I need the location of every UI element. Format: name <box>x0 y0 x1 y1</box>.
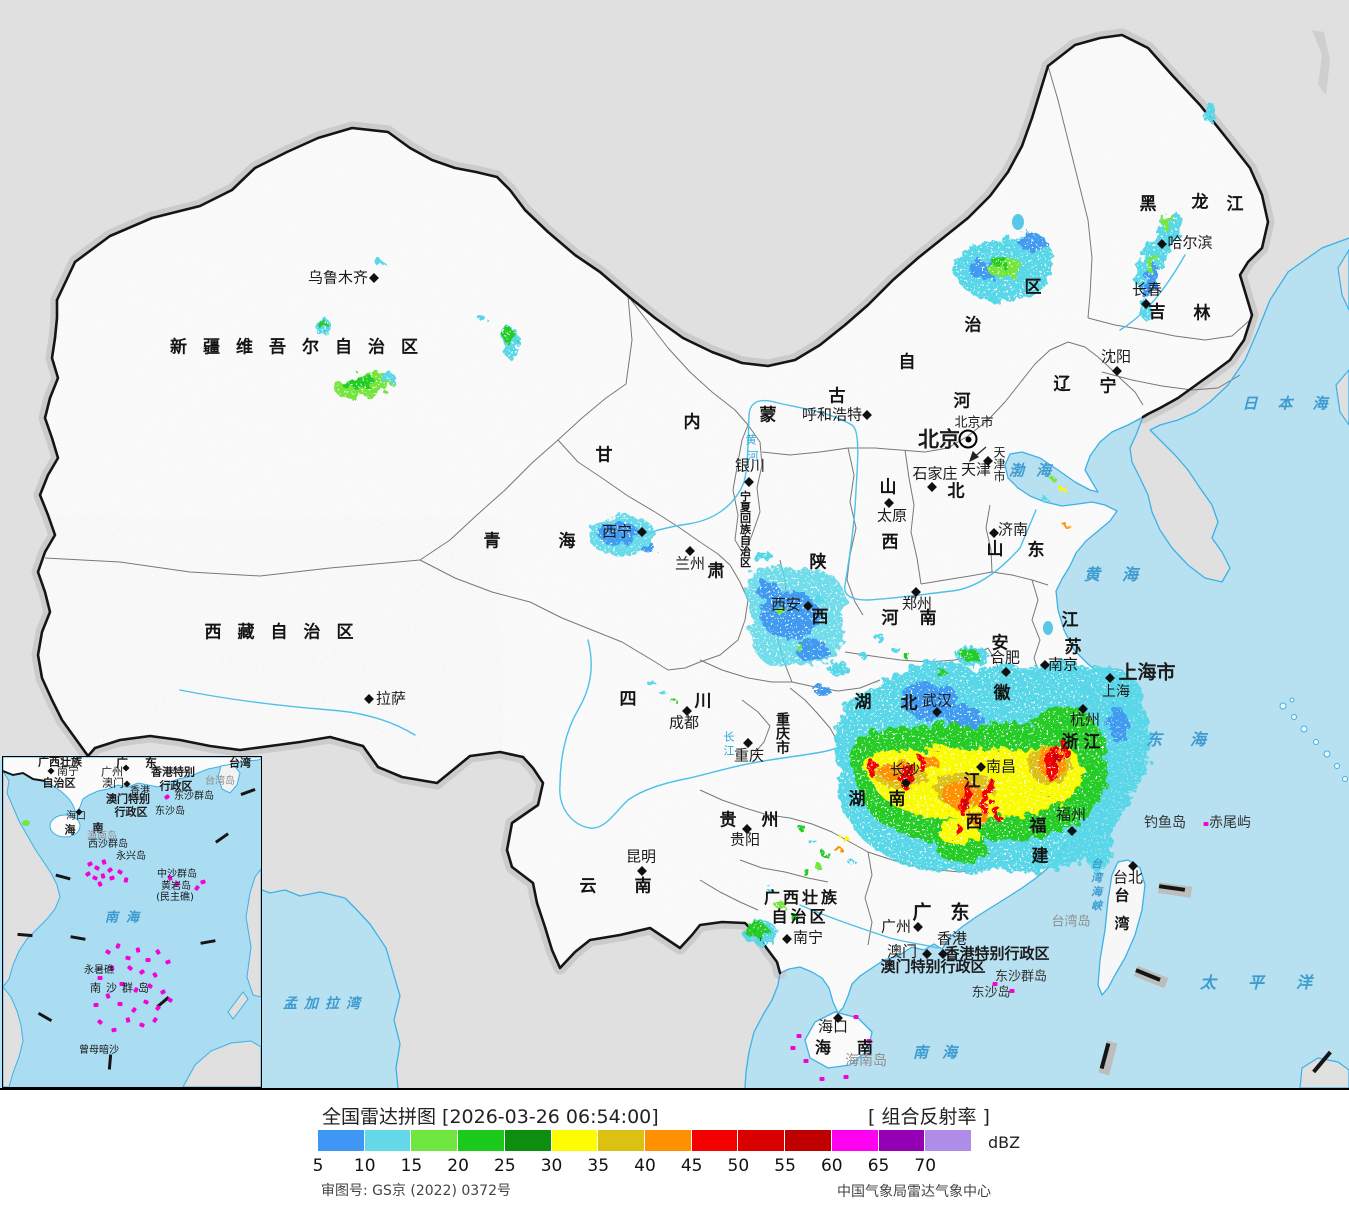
foreign-land-japan <box>1335 248 1349 427</box>
inset-palawan <box>227 991 249 1020</box>
data-source-credit: 中国气象局雷达气象中心 <box>837 1184 991 1200</box>
colorbar-cell <box>551 1130 598 1151</box>
dbz-tick: 55 <box>774 1156 796 1176</box>
bengal-coastline <box>261 889 401 1088</box>
inset-taiwan <box>217 763 241 794</box>
dbz-tick: 65 <box>867 1156 890 1176</box>
national-border-north <box>55 33 1270 419</box>
dbz-tick: 40 <box>634 1156 656 1176</box>
legend-panel: 全国雷达拼图 [2026-03-26 06:54:00] [ 组合反射率 ] d… <box>0 1090 1349 1208</box>
basemap-svg <box>0 0 1349 1088</box>
inset-vietnam <box>3 770 61 1087</box>
inset-hainan <box>49 814 81 838</box>
foreign-land-sakhalin <box>1312 30 1330 95</box>
colorbar-cell <box>785 1130 831 1151</box>
colorbar-cell <box>831 1130 878 1151</box>
dbz-tick: 45 <box>680 1156 703 1176</box>
dbz-tick: 15 <box>400 1156 423 1176</box>
dbz-colorbar <box>318 1130 972 1151</box>
inset-borneo <box>182 1040 261 1087</box>
tianjin-arrow <box>968 446 987 463</box>
national-border-south <box>36 298 782 975</box>
vietnam-coastline <box>744 972 781 1088</box>
dbz-tick: 10 <box>353 1156 376 1176</box>
taiwan-island <box>1097 859 1146 997</box>
korea-russia-coastline <box>1129 237 1349 583</box>
dbz-tick: 60 <box>820 1156 843 1176</box>
dbz-tick: 5 <box>312 1156 324 1176</box>
legend-product: [ 组合反射率 ] <box>868 1106 990 1128</box>
inset-svg <box>3 757 261 1087</box>
colorbar-cell <box>411 1130 458 1151</box>
colorbar-cell <box>925 1130 972 1151</box>
legend-title: 全国雷达拼图 [2026-03-26 06:54:00] <box>322 1106 659 1128</box>
dbz-tick: 30 <box>540 1156 563 1176</box>
colorbar-cell <box>878 1130 925 1151</box>
foreign-land-north <box>0 0 1349 760</box>
colorbar-cell <box>691 1130 738 1151</box>
colorbar-cell <box>598 1130 645 1151</box>
dbz-unit-label: dBZ <box>988 1133 1021 1152</box>
south-china-sea-inset <box>2 756 262 1088</box>
inset-philippines <box>245 868 261 998</box>
colorbar-cell <box>645 1130 691 1151</box>
colorbar-cell <box>364 1130 411 1151</box>
radar-echoes <box>316 102 1215 945</box>
china-radar-map: 新疆维吾尔自治区 西藏自治区青海甘肃内蒙古自治区宁夏回族自治区陕西山西河北山东河南… <box>0 0 1349 1090</box>
dbz-tick: 20 <box>447 1156 469 1176</box>
colorbar-cell <box>504 1130 551 1151</box>
dbz-tick: 50 <box>727 1156 750 1176</box>
inset-china-vietnam-border <box>3 770 46 782</box>
dbz-tick: 25 <box>494 1156 516 1176</box>
map-approval-number: 审图号: GS京 (2022) 0372号 <box>321 1183 511 1199</box>
colorbar-cell <box>738 1130 785 1151</box>
dbz-tick: 35 <box>587 1156 610 1176</box>
colorbar-cell <box>458 1130 504 1151</box>
colorbar-cell <box>318 1130 364 1151</box>
dbz-tick: 70 <box>914 1156 937 1176</box>
